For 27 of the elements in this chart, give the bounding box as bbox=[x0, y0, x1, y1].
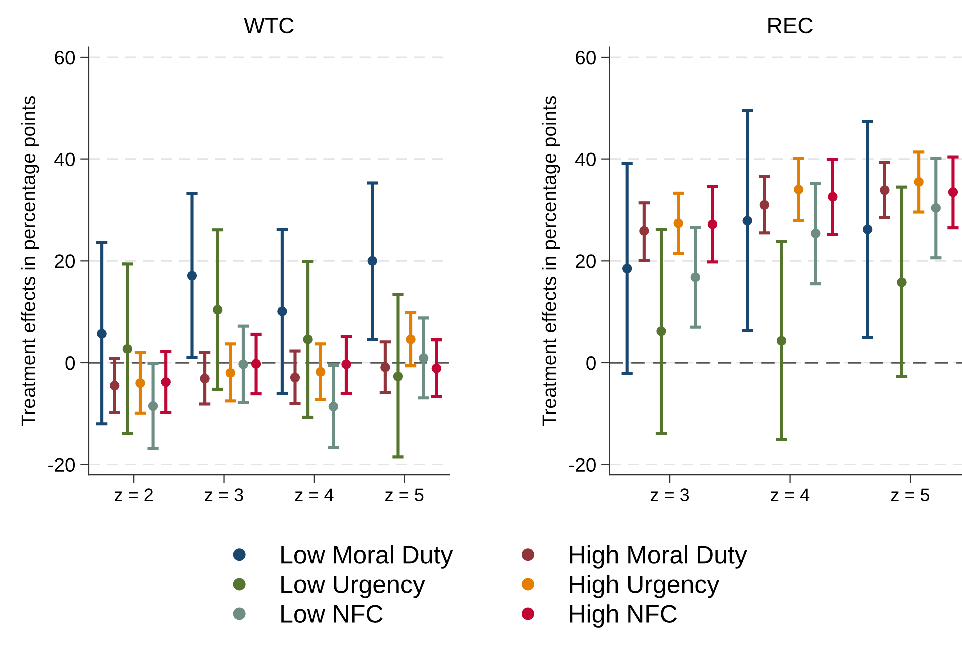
x-tick-label: z = 4 bbox=[771, 488, 810, 502]
legend-label: Low Urgency bbox=[282, 576, 426, 598]
y-tick-label: 20 bbox=[576, 254, 596, 268]
chart-title: REC bbox=[768, 18, 813, 34]
y-tick-label: 60 bbox=[576, 50, 596, 65]
chart-title: WTC bbox=[244, 18, 294, 34]
y-tick-label: 20 bbox=[55, 254, 76, 268]
x-tick-label: z = 2 bbox=[114, 488, 153, 502]
y-tick-label: -20 bbox=[48, 458, 76, 472]
x-tick-label: z = 3 bbox=[650, 488, 690, 502]
y-tick-label: 0 bbox=[66, 356, 76, 370]
y-tick-label: 0 bbox=[586, 356, 596, 370]
y-axis-title: Treatment effects in percentage points bbox=[542, 96, 560, 426]
x-tick-label: z = 5 bbox=[386, 488, 424, 502]
legend-label: Low NFC bbox=[282, 605, 383, 623]
legend-label: High Urgency bbox=[570, 575, 720, 598]
y-tick-label: 40 bbox=[576, 152, 596, 167]
y-tick-label: -20 bbox=[569, 458, 596, 472]
legend-label: High Moral Duty bbox=[570, 546, 748, 569]
y-tick-label: 40 bbox=[54, 152, 76, 167]
x-tick-label: z = 5 bbox=[891, 488, 930, 502]
y-axis-title: Treatment effects in percentage points bbox=[21, 96, 40, 426]
x-tick-label: z = 4 bbox=[295, 488, 334, 502]
x-tick-label: z = 3 bbox=[205, 488, 244, 502]
y-tick-label: 60 bbox=[55, 50, 76, 65]
legend-label: Low Moral Duty bbox=[282, 546, 454, 569]
legend-label: High NFC bbox=[570, 604, 678, 628]
